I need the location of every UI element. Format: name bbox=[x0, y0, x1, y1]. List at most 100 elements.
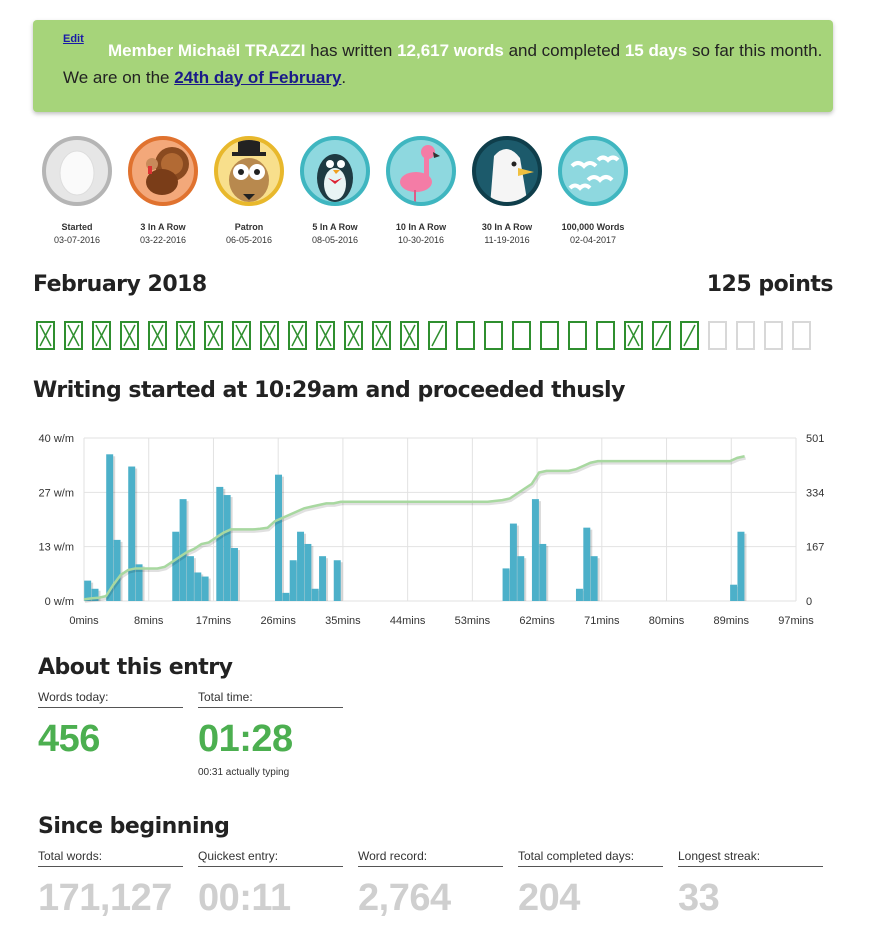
days-calendar bbox=[36, 321, 836, 354]
bar bbox=[186, 556, 194, 601]
bar bbox=[275, 474, 283, 601]
badge[interactable]: Patron 06-05-2016 bbox=[208, 136, 290, 245]
badge-name: 10 In A Row bbox=[395, 222, 447, 232]
flamingo-icon bbox=[386, 136, 456, 206]
x-tick-label: 26mins bbox=[260, 615, 296, 627]
badge-name: 100,000 Words bbox=[561, 222, 625, 232]
points-total: 125 points bbox=[706, 272, 834, 297]
y-left-tick-label: 0 w/m bbox=[45, 596, 74, 608]
stat-value: 01:28 bbox=[198, 718, 293, 760]
stat-value: 33 bbox=[678, 877, 720, 919]
owl-icon bbox=[214, 136, 284, 206]
bar bbox=[311, 588, 319, 601]
day-cell[interactable] bbox=[316, 321, 335, 350]
day-cell[interactable] bbox=[260, 321, 279, 350]
chart-title: Writing started at 10:29am and proceeded… bbox=[33, 378, 625, 403]
day-cell[interactable] bbox=[624, 321, 643, 350]
bar bbox=[223, 495, 231, 601]
stat-value: 456 bbox=[38, 718, 100, 760]
bar bbox=[230, 548, 238, 601]
y-right-tick-label: 0 bbox=[806, 596, 812, 608]
day-cell[interactable] bbox=[512, 321, 531, 350]
day-cell[interactable] bbox=[764, 321, 783, 350]
badge-name: 5 In A Row bbox=[312, 222, 358, 232]
day-cell[interactable] bbox=[540, 321, 559, 350]
badge[interactable]: 100,000 Words 02-04-2017 bbox=[552, 136, 634, 245]
day-cell[interactable] bbox=[36, 321, 55, 350]
x-tick-label: 44mins bbox=[390, 615, 426, 627]
penguin-icon bbox=[300, 136, 370, 206]
day-cell[interactable] bbox=[596, 321, 615, 350]
day-cell[interactable] bbox=[428, 321, 447, 350]
since-stat: Longest streak: 33 bbox=[678, 849, 823, 920]
badge[interactable]: Started 03-07-2016 bbox=[36, 136, 118, 245]
stat-label: Total completed days: bbox=[518, 849, 663, 867]
day-cell[interactable] bbox=[708, 321, 727, 350]
day-cell[interactable] bbox=[232, 321, 251, 350]
badge[interactable]: 5 In A Row 08-05-2016 bbox=[294, 136, 376, 245]
bar bbox=[106, 454, 114, 601]
edit-link[interactable]: Edit bbox=[63, 33, 84, 45]
x-tick-label: 35mins bbox=[325, 615, 361, 627]
stat-label: Total time: bbox=[198, 690, 343, 708]
stat-label: Words today: bbox=[38, 690, 183, 708]
badge-date: 10-30-2016 bbox=[397, 235, 445, 245]
day-cell[interactable] bbox=[344, 321, 363, 350]
x-tick-label: 8mins bbox=[134, 615, 164, 627]
days-count: 15 days bbox=[624, 41, 688, 60]
status-banner: Edit Member Michaël TRAZZI has written 1… bbox=[33, 20, 833, 112]
badge-date: 02-04-2017 bbox=[569, 235, 617, 245]
badge[interactable]: 3 In A Row 03-22-2016 bbox=[122, 136, 204, 245]
seagull-icon bbox=[472, 136, 542, 206]
banner-text-2: and completed bbox=[503, 41, 625, 60]
day-cell[interactable] bbox=[176, 321, 195, 350]
bar bbox=[509, 523, 517, 601]
banner-message: Member Michaël TRAZZI has written 12,617… bbox=[63, 37, 828, 91]
bar bbox=[179, 499, 187, 601]
current-day-link[interactable]: 24th day of February bbox=[174, 68, 342, 87]
bar bbox=[517, 556, 525, 601]
day-cell[interactable] bbox=[64, 321, 83, 350]
words-count: 12,617 words bbox=[397, 41, 504, 60]
bar bbox=[737, 531, 745, 601]
badge-date: 03-22-2016 bbox=[139, 235, 187, 245]
about-title: About this entry bbox=[38, 655, 233, 680]
x-tick-label: 97mins bbox=[778, 615, 814, 627]
day-cell[interactable] bbox=[148, 321, 167, 350]
day-cell[interactable] bbox=[680, 321, 699, 350]
x-tick-label: 71mins bbox=[584, 615, 620, 627]
day-cell[interactable] bbox=[288, 321, 307, 350]
badge-date: 06-05-2016 bbox=[225, 235, 273, 245]
bar bbox=[319, 556, 327, 601]
bar bbox=[113, 539, 121, 601]
stat-words-today: Words today: 456 bbox=[38, 690, 183, 761]
badge[interactable]: 30 In A Row 11-19-2016 bbox=[466, 136, 548, 245]
x-tick-label: 62mins bbox=[519, 615, 555, 627]
badge-name: 30 In A Row bbox=[481, 222, 533, 232]
day-cell[interactable] bbox=[92, 321, 111, 350]
bar bbox=[216, 486, 224, 601]
day-cell[interactable] bbox=[372, 321, 391, 350]
day-cell[interactable] bbox=[792, 321, 811, 350]
bar bbox=[304, 543, 312, 601]
day-cell[interactable] bbox=[652, 321, 671, 350]
day-cell[interactable] bbox=[484, 321, 503, 350]
badge[interactable]: 10 In A Row 10-30-2016 bbox=[380, 136, 462, 245]
cumulative-line bbox=[83, 454, 745, 601]
bar bbox=[194, 572, 202, 601]
day-cell[interactable] bbox=[120, 321, 139, 350]
x-tick-label: 17mins bbox=[196, 615, 232, 627]
bar bbox=[297, 531, 305, 601]
day-cell[interactable] bbox=[456, 321, 475, 350]
x-tick-label: 53mins bbox=[455, 615, 491, 627]
bar bbox=[201, 576, 209, 601]
bar bbox=[730, 584, 738, 601]
since-title: Since beginning bbox=[38, 814, 230, 839]
day-cell[interactable] bbox=[736, 321, 755, 350]
badge-name: Started bbox=[61, 222, 93, 232]
day-cell[interactable] bbox=[400, 321, 419, 350]
day-cell[interactable] bbox=[568, 321, 587, 350]
day-cell[interactable] bbox=[204, 321, 223, 350]
bar bbox=[172, 531, 180, 601]
egg-icon bbox=[42, 136, 112, 206]
